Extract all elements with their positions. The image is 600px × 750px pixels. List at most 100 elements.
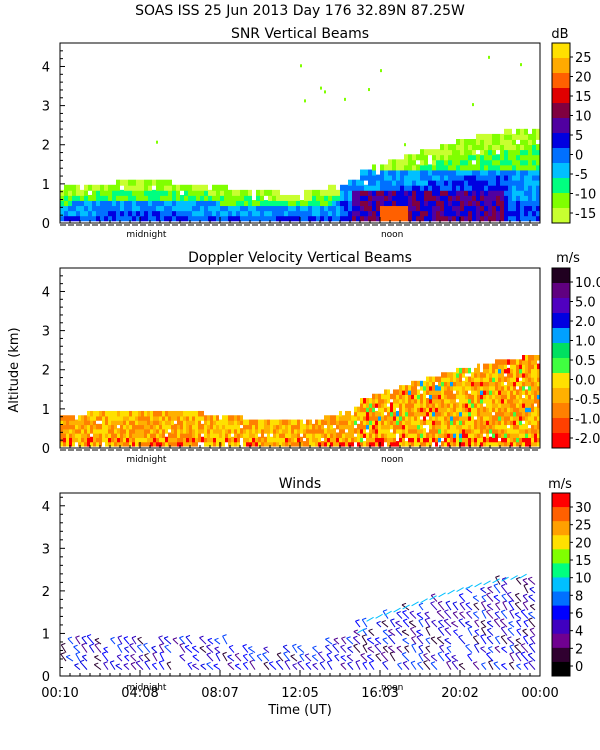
velocity-cell bbox=[234, 423, 237, 430]
snr-cell bbox=[96, 184, 100, 191]
wind-barb-flag bbox=[424, 611, 429, 614]
velocity-cell bbox=[438, 428, 441, 434]
snr-cell bbox=[336, 210, 340, 217]
velocity-cell bbox=[408, 423, 411, 430]
snr-cell bbox=[136, 189, 140, 196]
snr-cell bbox=[232, 200, 236, 207]
velocity-cell bbox=[285, 428, 288, 434]
wind-barb bbox=[292, 664, 298, 670]
velocity-cell bbox=[468, 419, 471, 426]
velocity-cell bbox=[180, 410, 183, 417]
velocity-cell bbox=[120, 432, 123, 438]
velocity-cell bbox=[129, 432, 132, 438]
velocity-cell bbox=[420, 402, 423, 408]
velocity-cell bbox=[327, 415, 330, 421]
wind-barb bbox=[381, 621, 389, 628]
velocity-cell bbox=[171, 415, 174, 421]
wind-barb bbox=[206, 646, 214, 653]
snr-cell bbox=[344, 194, 348, 201]
wind-barb-flag bbox=[367, 637, 372, 640]
wind-barb bbox=[528, 661, 536, 670]
snr-cell bbox=[328, 215, 332, 222]
velocity-cell bbox=[228, 432, 231, 438]
velocity-cell bbox=[120, 428, 123, 434]
velocity-cell bbox=[192, 415, 195, 421]
velocity-cell bbox=[96, 436, 99, 443]
colorbar-label: 5 bbox=[575, 129, 583, 144]
snr-cell bbox=[228, 194, 232, 201]
velocity-cell bbox=[354, 415, 357, 421]
wind-barb-flag bbox=[397, 662, 402, 665]
velocity-cell bbox=[375, 415, 378, 421]
snr-cell bbox=[332, 189, 336, 196]
velocity-cell bbox=[123, 419, 126, 426]
snr-cell bbox=[228, 200, 232, 207]
snr-cell bbox=[444, 194, 448, 201]
snr-cell bbox=[384, 164, 388, 171]
velocity-cell bbox=[387, 406, 390, 413]
wind-barb-flag bbox=[481, 626, 486, 629]
velocity-cell bbox=[273, 428, 276, 434]
velocity-cell bbox=[255, 423, 258, 430]
snr-cell bbox=[496, 179, 500, 186]
snr-cell bbox=[164, 200, 168, 207]
snr-cell bbox=[92, 184, 96, 191]
wind-barb-flag bbox=[382, 637, 387, 640]
snr-cell bbox=[236, 205, 240, 212]
velocity-cell bbox=[189, 432, 192, 438]
velocity-cell bbox=[492, 376, 495, 383]
wind-barb bbox=[352, 637, 361, 645]
velocity-cell bbox=[480, 372, 483, 378]
wind-barb-flag bbox=[443, 618, 449, 622]
snr-cell bbox=[320, 189, 324, 196]
wind-barb bbox=[465, 622, 473, 628]
colorbar-swatch bbox=[552, 388, 570, 404]
snr-cell bbox=[516, 205, 520, 212]
velocity-cell bbox=[135, 428, 138, 434]
snr-cell bbox=[408, 194, 412, 201]
velocity-cell bbox=[405, 441, 408, 447]
velocity-cell bbox=[288, 432, 291, 438]
velocity-cell bbox=[159, 423, 162, 430]
snr-cell bbox=[352, 215, 356, 222]
velocity-cell bbox=[456, 441, 459, 447]
snr-cell bbox=[160, 194, 164, 201]
velocity-cell bbox=[345, 415, 348, 421]
velocity-cell bbox=[138, 432, 141, 438]
snr-cell bbox=[204, 189, 208, 196]
snr-panel-title: SNR Vertical Beams bbox=[231, 26, 369, 42]
velocity-cell bbox=[117, 436, 120, 443]
velocity-cell bbox=[66, 423, 69, 430]
snr-cell bbox=[364, 184, 368, 191]
velocity-cell bbox=[450, 428, 453, 434]
velocity-cell bbox=[195, 441, 198, 447]
velocity-cell bbox=[168, 432, 171, 438]
velocity-cell bbox=[441, 406, 444, 413]
velocity-cell bbox=[456, 410, 459, 417]
wind-barb-flag bbox=[115, 663, 120, 666]
wind-barb bbox=[191, 647, 200, 653]
velocity-cell bbox=[459, 423, 462, 430]
snr-cell bbox=[104, 184, 108, 191]
snr-cell bbox=[448, 159, 452, 166]
wind-barb-flag bbox=[508, 621, 513, 624]
velocity-cell bbox=[99, 410, 102, 417]
velocity-cell bbox=[225, 432, 228, 438]
wind-barb bbox=[465, 645, 473, 653]
snr-cell bbox=[176, 189, 180, 196]
snr-cell bbox=[436, 205, 440, 212]
wind-barb bbox=[514, 613, 522, 619]
velocity-cell bbox=[243, 419, 246, 426]
velocity-cell bbox=[198, 415, 201, 421]
snr-cell bbox=[336, 189, 340, 196]
snr-cell bbox=[264, 210, 268, 217]
wind-barb-flag bbox=[269, 661, 274, 664]
velocity-heatmap bbox=[60, 355, 540, 447]
snr-cell bbox=[336, 194, 340, 201]
wind-barb-flag bbox=[124, 654, 129, 658]
wind-barb bbox=[152, 653, 158, 662]
wind-barb-flag bbox=[276, 659, 281, 663]
velocity-cell bbox=[168, 441, 171, 447]
velocity-cell bbox=[528, 363, 531, 370]
snr-cell bbox=[516, 169, 520, 176]
